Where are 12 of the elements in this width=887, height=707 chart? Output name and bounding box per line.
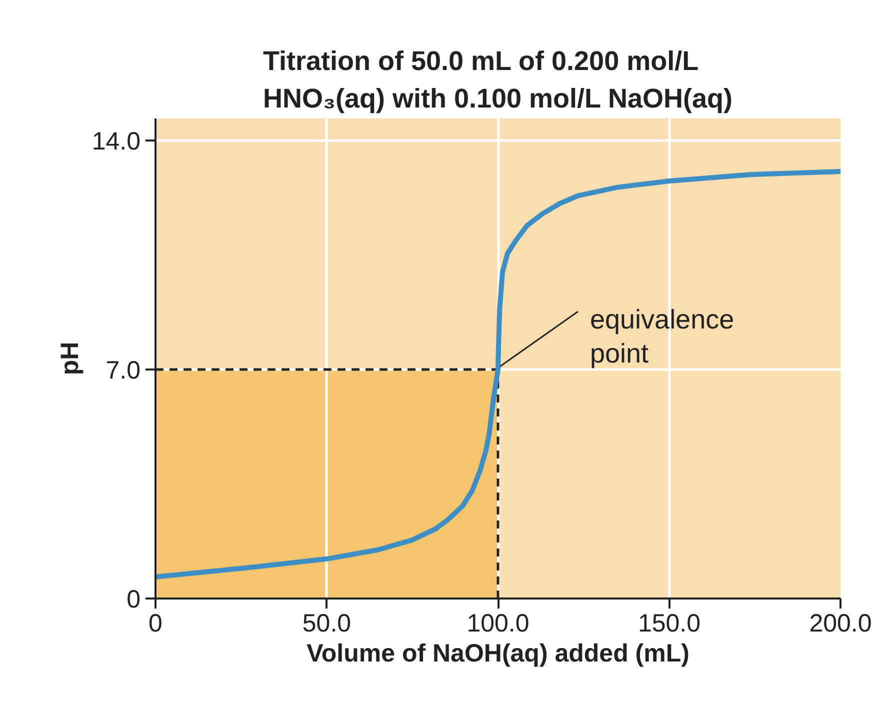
x-tick-label: 0: [148, 610, 162, 638]
y-tick-label: 14.0: [92, 127, 141, 156]
x-tick-label: 50.0: [302, 610, 352, 638]
y-tick-label: 0: [126, 586, 140, 614]
x-tick-label: 150.0: [638, 610, 701, 638]
chart-title: Titration of 50.0 mL of 0.200 mol/L HNO₃(aq) with 0.100 mol/L NaOH(aq): [262, 46, 733, 114]
x-tick-label: 100.0: [466, 610, 530, 638]
y-tick-label: 7.0: [106, 356, 141, 384]
x-axis-title: Volume of NaOH(aq) added (mL): [306, 640, 690, 668]
x-tick-label: 200.0: [809, 610, 872, 638]
annotation: equivalence point: [590, 304, 734, 368]
y-axis-title: pH: [56, 342, 84, 376]
